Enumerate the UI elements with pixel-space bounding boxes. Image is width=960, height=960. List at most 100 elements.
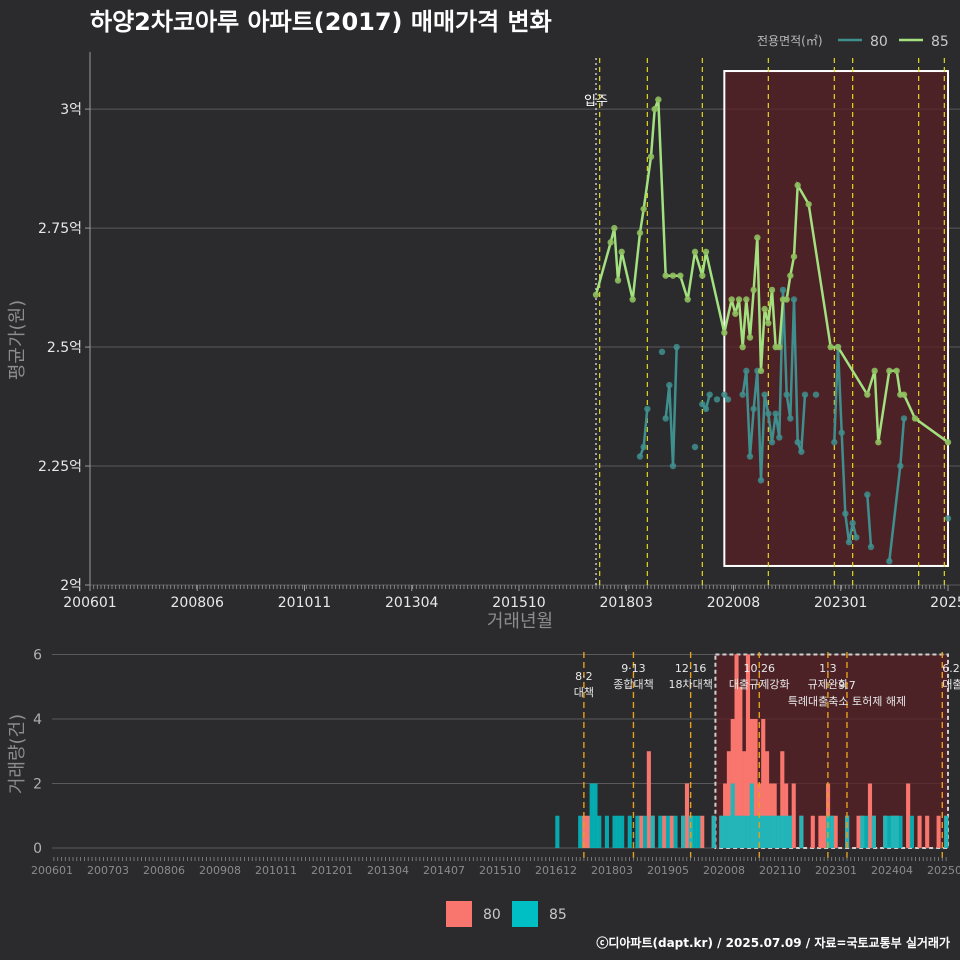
series-85-point-32 — [776, 343, 783, 351]
series-80-point-17 — [743, 367, 750, 375]
volume-bar-85-11 — [642, 815, 648, 848]
price-xtick-label-1: 200806 — [171, 595, 225, 611]
volume-bar-85-6 — [612, 815, 617, 848]
volume-bar-85-17 — [688, 815, 693, 848]
volume-bar-80-40 — [856, 815, 861, 848]
volume-bar-85-31 — [757, 815, 762, 848]
volume-bar-80-48 — [917, 815, 922, 848]
series-85-point-47 — [900, 391, 908, 398]
volume-ytick-label-2: 4 — [33, 712, 42, 728]
volume-bar-85-43 — [845, 815, 850, 848]
volume-bar-85-49 — [890, 815, 895, 848]
y-axis-label: 평균가(원) — [7, 300, 28, 380]
volume-bar-85-32 — [761, 815, 766, 848]
price-series-points — [592, 96, 952, 565]
volume-bar-85-53 — [944, 815, 949, 848]
series-80-point-16 — [739, 391, 746, 398]
volume-bar-85-41 — [825, 815, 831, 848]
volume-bar-85-8 — [620, 815, 625, 848]
series-80-point-13 — [713, 396, 721, 403]
price-axes: 2억 2.25억 2.5억 2.75억 3억 200601 200806 201011 2013… — [38, 52, 960, 611]
volume-xtick-label-15: 202404 — [871, 864, 913, 877]
series-85-point-21 — [735, 296, 743, 303]
series-80-point-21 — [757, 477, 765, 484]
series-80-line-4 — [741, 289, 807, 481]
series-80-point-42 — [864, 491, 871, 498]
volume-bar-80-21 — [753, 718, 758, 848]
series-80-point-31 — [794, 439, 801, 446]
volume-bar-80-33 — [810, 815, 815, 848]
series-85-point-3 — [614, 277, 622, 284]
volume-bar-85-39 — [787, 815, 792, 848]
volume-bar-80-35 — [822, 815, 827, 848]
volume-xtick-label-8: 201510 — [479, 864, 521, 877]
volume-xtick-label-3: 200908 — [199, 864, 241, 877]
volume-bar-80-10 — [700, 815, 705, 848]
series-85-point-40 — [834, 343, 842, 351]
volume-bar-85-3 — [593, 783, 598, 848]
volume-xtick-label-16: 202506 — [927, 864, 960, 877]
volume-bar-85-21 — [719, 815, 724, 848]
volume-xtick-label-2: 200806 — [143, 864, 185, 877]
volume-bar-85-28 — [745, 815, 751, 848]
volume-bar-80-0 — [581, 815, 587, 848]
legend-label-85: 85 — [931, 34, 949, 50]
series-80-point-29 — [787, 415, 794, 422]
price-highlight-region — [723, 70, 949, 567]
series-85-point-0 — [592, 291, 600, 298]
volume-xtick-label-11: 201905 — [647, 864, 689, 877]
volume-bar-85-23 — [726, 815, 731, 848]
price-xtick-label-4: 201510 — [492, 595, 545, 611]
volume-bar-85-46 — [871, 815, 876, 848]
volume-bar-80-14 — [726, 751, 731, 848]
series-80-point-24 — [768, 439, 776, 446]
volume-bar-85-19 — [696, 815, 701, 848]
policy-date-6: 6.27 — [942, 662, 960, 675]
volume-bar-85-2 — [589, 783, 594, 848]
volume-bar-80-18 — [742, 751, 747, 848]
series-80-point-30 — [790, 296, 798, 303]
volume-bar-85-14 — [665, 815, 670, 848]
series-85-point-41 — [864, 391, 871, 398]
volume-bar-85-30 — [753, 815, 758, 848]
volume-ytick-label-0: 0 — [33, 841, 42, 857]
volume-bar-85-4 — [597, 815, 602, 848]
legend-label-bar-85: 85 — [549, 907, 567, 923]
series-85-point-24 — [746, 334, 754, 341]
series-85-point-34 — [783, 296, 790, 303]
volume-bar-85-36 — [776, 815, 781, 848]
volume-bar-85-51 — [898, 815, 903, 848]
price-ytick-label-0: 2억 — [60, 578, 82, 594]
series-85-point-42 — [871, 367, 878, 375]
policy-label-3: 대출규제강화 — [729, 678, 790, 691]
series-85-point-22 — [739, 343, 746, 351]
series-80-point-11 — [702, 405, 710, 413]
volume-bar-80-8 — [684, 783, 690, 848]
series-80-point-41 — [853, 534, 860, 541]
series-85-point-44 — [886, 367, 893, 375]
series-85-point-14 — [684, 296, 691, 303]
series-85-point-23 — [743, 296, 750, 303]
series-85-point-6 — [636, 229, 644, 237]
volume-bar-80-19 — [745, 654, 751, 848]
volume-bar-80-42 — [867, 783, 873, 848]
volume-ytick-label-3: 6 — [33, 647, 42, 663]
volume-bar-80-16 — [734, 654, 739, 848]
series-80-point-10 — [699, 400, 706, 408]
price-ytick-label-3: 2.75억 — [38, 221, 82, 237]
series-80-point-46 — [900, 415, 908, 422]
series-85-point-39 — [827, 343, 834, 351]
volume-bar-85-13 — [658, 815, 663, 848]
policy-date-5: 9.7 — [838, 679, 856, 692]
price-xtick-label-6: 202008 — [707, 595, 760, 611]
volume-bar-80-31 — [791, 783, 796, 848]
series-80-point-4 — [658, 348, 666, 356]
series-80-point-15 — [724, 396, 732, 403]
chart-title: 하양2차코아루 아파트(2017) 매매가격 변화 — [90, 8, 552, 36]
volume-bar-80-28 — [780, 751, 785, 848]
volume-bar-80-38 — [833, 815, 838, 848]
series-80-line-1 — [664, 347, 678, 467]
volume-bar-80-34 — [818, 815, 823, 848]
series-85-point-26 — [754, 234, 761, 241]
